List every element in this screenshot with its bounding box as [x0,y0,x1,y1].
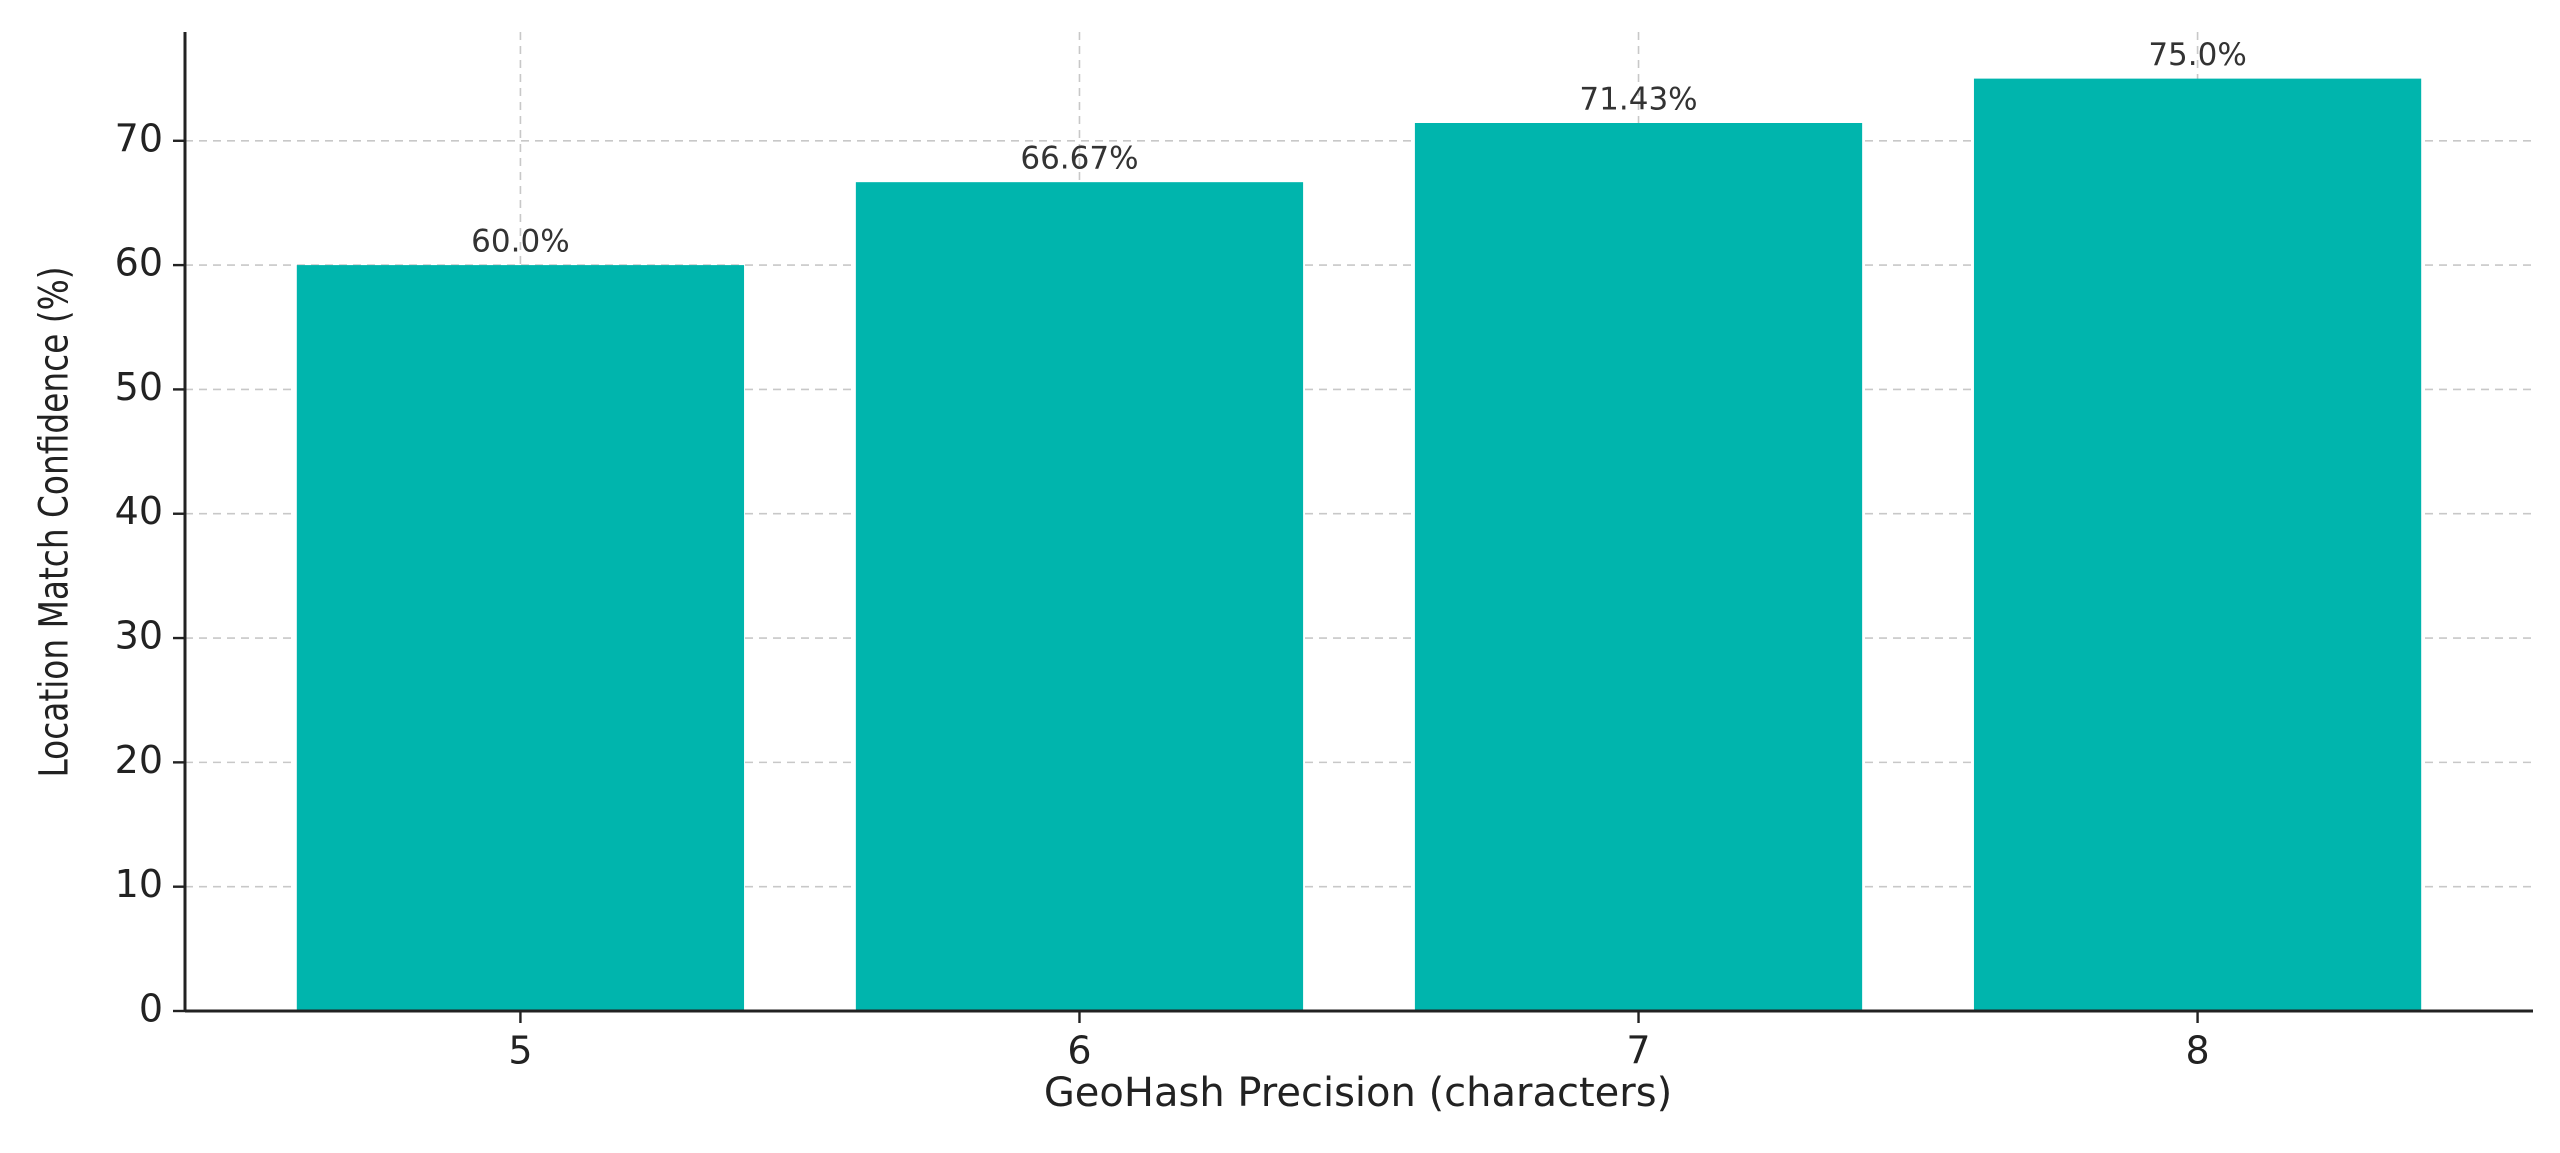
value-label: 75.0% [2148,37,2246,73]
bar [296,265,745,1012]
axes: 0 10 20 30 40 50 60 70 5 60.0% 6 66.67% 7 71.43% 8 75.0… [115,32,2533,1073]
y-tick-label: 60 [115,241,163,285]
x-tick-label: 8 [2185,1029,2209,1073]
y-tick-label: 50 [115,365,163,409]
value-label: 60.0% [471,224,569,260]
y-tick-label: 10 [115,862,163,906]
y-tick-label: 20 [115,738,163,782]
bar [1414,123,1863,1012]
x-tick-label: 7 [1626,1029,1650,1073]
x-axis-label: GeoHash Precision (characters) [1044,1070,1672,1116]
value-label: 71.43% [1579,82,1697,118]
x-tick-label: 5 [508,1029,532,1073]
y-tick-label: 30 [115,614,163,658]
y-tick-label: 40 [115,489,163,533]
x-tick-label: 6 [1067,1029,1091,1073]
y-axis-label: Location Match Confidence (%) [30,266,77,777]
bar [855,182,1304,1012]
y-tick-label: 70 [115,116,163,160]
y-tick-label: 0 [139,987,163,1031]
bars [296,78,2422,1012]
bar [1973,78,2422,1012]
value-label: 66.67% [1020,141,1138,177]
